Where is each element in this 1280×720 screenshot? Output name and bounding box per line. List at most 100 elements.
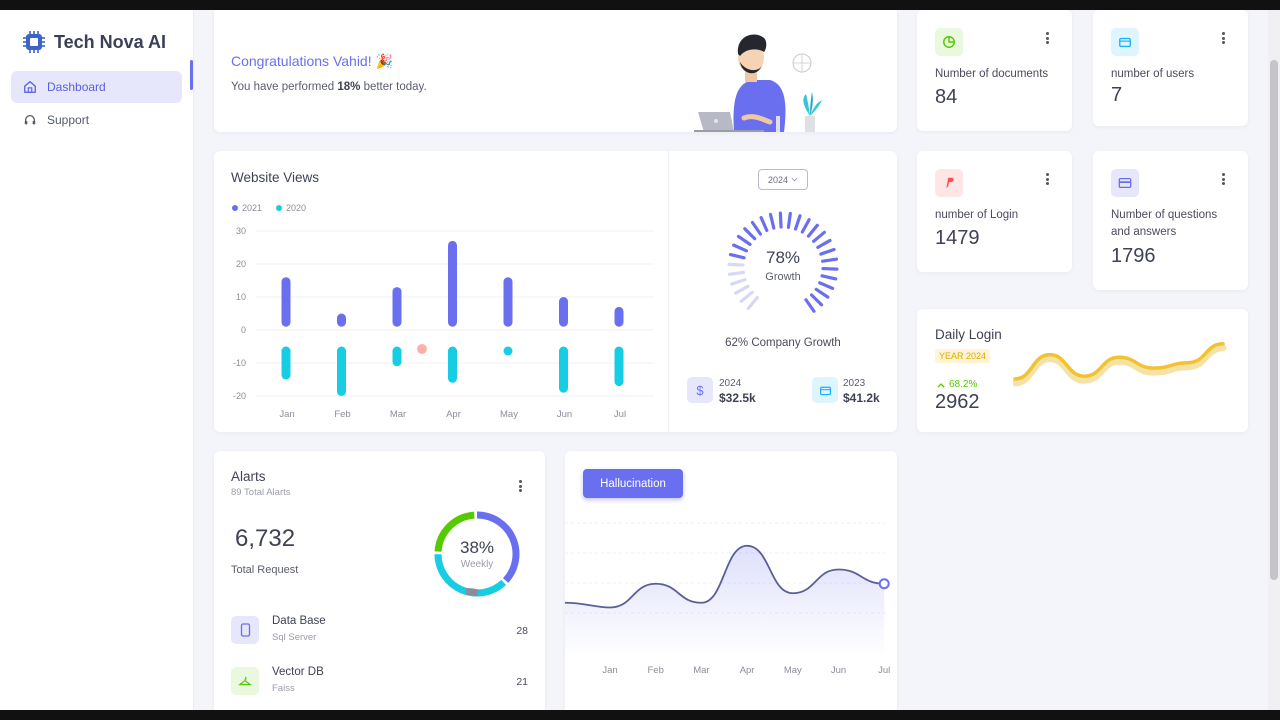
sidebar-item-label: Support bbox=[47, 113, 90, 127]
website-views-bar-chart: 30 20 10 0 -10 -20 Jan Feb Mar Apr May Jun Jul bbox=[233, 226, 654, 420]
sidebar-item-support[interactable]: Support bbox=[11, 104, 182, 136]
stat-value: 1479 bbox=[935, 227, 980, 249]
gauge-tick bbox=[759, 216, 769, 233]
gauge-tick bbox=[727, 262, 745, 267]
alert-item-count: 28 bbox=[516, 625, 528, 637]
stat-value: 84 bbox=[935, 86, 958, 108]
chevron-up-icon bbox=[937, 382, 945, 387]
x-tick-label: Jul bbox=[878, 665, 890, 676]
gauge-tick bbox=[821, 266, 839, 271]
more-options-icon[interactable] bbox=[1042, 171, 1052, 187]
sidebar-item-label: Dashboard bbox=[47, 80, 106, 94]
gauge-tick bbox=[816, 238, 832, 249]
donut-segment-gray bbox=[466, 587, 479, 597]
x-tick-label: Jan bbox=[602, 665, 617, 676]
scrollbar-thumb[interactable] bbox=[1270, 60, 1278, 580]
cursor-highlight bbox=[417, 344, 427, 354]
gauge-tick bbox=[786, 211, 792, 229]
bar-2021 bbox=[448, 240, 457, 327]
end-point-marker bbox=[878, 578, 890, 590]
gauge-tick bbox=[734, 284, 750, 295]
gauge-tick bbox=[800, 218, 811, 234]
bar-2020 bbox=[392, 346, 402, 367]
chart-legend: 2021 2020 bbox=[232, 203, 306, 213]
stat-card-users[interactable]: number of users 7 bbox=[1093, 10, 1248, 126]
app-name: Tech Nova AI bbox=[54, 31, 167, 52]
growth-label: Growth bbox=[765, 271, 801, 283]
year-select[interactable]: 2024 bbox=[758, 169, 808, 190]
stat-label: Number of questions and answers bbox=[1111, 209, 1218, 238]
alerts-subtitle: 89 Total Alarts bbox=[231, 487, 291, 498]
headset-icon bbox=[24, 114, 36, 125]
summary-value: $41.2k bbox=[843, 391, 880, 405]
legend-label: 2021 bbox=[242, 203, 263, 213]
active-nav-indicator bbox=[190, 60, 193, 90]
bar-2021 bbox=[337, 313, 346, 327]
sidebar-item-dashboard[interactable]: Dashboard bbox=[11, 71, 182, 103]
window-bottom-bar bbox=[0, 710, 1280, 720]
gauge-tick bbox=[793, 214, 802, 231]
bar-2020 bbox=[503, 346, 513, 356]
gauge-tick bbox=[814, 287, 830, 299]
x-tick-label: Mar bbox=[390, 409, 406, 420]
donut-percent: 38% bbox=[459, 538, 495, 557]
stat-value: 1796 bbox=[1111, 245, 1156, 267]
alert-item-name: Data Base bbox=[272, 615, 326, 627]
y-tick-label: 20 bbox=[236, 259, 246, 269]
stat-card-logins[interactable]: number of Login 1479 bbox=[917, 151, 1072, 272]
stat-card-documents[interactable]: Number of documents 84 bbox=[917, 10, 1072, 131]
website-views-title: Website Views bbox=[231, 170, 320, 185]
growth-percent: 78% bbox=[765, 248, 801, 267]
divider bbox=[668, 151, 669, 432]
bar-2020 bbox=[281, 346, 291, 380]
x-tick-label: May bbox=[784, 665, 802, 676]
legend-label: 2020 bbox=[286, 203, 307, 213]
line-shadow bbox=[1013, 344, 1227, 387]
more-options-icon[interactable] bbox=[1218, 171, 1228, 187]
alert-item-sub: Sql Server bbox=[272, 632, 317, 643]
gauge-tick bbox=[746, 296, 759, 310]
stat-value: 7 bbox=[1111, 84, 1123, 106]
bar-2020 bbox=[448, 346, 457, 383]
donut-label: Weekly bbox=[460, 559, 494, 570]
mobile-icon bbox=[231, 616, 259, 644]
welcome-text-bold: 18% bbox=[337, 81, 361, 93]
stat-card-questions[interactable]: Number of questions and answers 1796 bbox=[1093, 151, 1248, 290]
year-badge: YEAR 2024 bbox=[935, 349, 991, 363]
area-fill bbox=[565, 545, 885, 656]
line-series bbox=[1013, 342, 1225, 381]
alerts-title: Alarts bbox=[231, 469, 266, 484]
change-value: 68.2% bbox=[949, 379, 978, 390]
x-tick-label: Apr bbox=[446, 409, 461, 420]
bar-2020 bbox=[614, 346, 624, 387]
gauge-tick bbox=[739, 290, 754, 303]
more-options-icon[interactable] bbox=[1218, 30, 1228, 46]
hallucination-button[interactable]: Hallucination bbox=[583, 469, 683, 498]
x-tick-label: Jun bbox=[831, 665, 846, 676]
daily-login-line-chart bbox=[1013, 342, 1227, 387]
x-tick-label: Jun bbox=[557, 409, 572, 420]
website-views-card: Website Views 2021 2020 30 20 10 0 -10 -20 Jan… bbox=[214, 151, 897, 432]
alerts-total: 6,732 bbox=[235, 525, 296, 552]
donut-segment bbox=[434, 554, 507, 597]
credit-card-icon bbox=[1111, 169, 1139, 197]
more-options-icon[interactable] bbox=[1042, 30, 1052, 46]
welcome-text-suffix: better today. bbox=[360, 81, 427, 93]
gauge-tick bbox=[820, 257, 839, 263]
bar-2021 bbox=[281, 277, 291, 327]
hallucination-card: Hallucination Jan Feb Mar Apr May Jun Jul bbox=[565, 451, 897, 710]
stat-label: Number of documents bbox=[935, 68, 1049, 80]
person-laptop-illustration bbox=[694, 34, 822, 132]
stat-label: number of users bbox=[1111, 68, 1195, 80]
weekly-donut-chart bbox=[434, 511, 520, 597]
x-tick-label: Feb bbox=[334, 409, 350, 420]
gauge-tick bbox=[736, 234, 752, 246]
wallet-icon bbox=[812, 377, 838, 403]
welcome-title: Congratulations Vahid! 🎉 bbox=[231, 53, 393, 69]
brand[interactable]: Tech Nova AI bbox=[22, 30, 166, 54]
bar-2021 bbox=[503, 277, 513, 327]
gauge-tick bbox=[812, 230, 826, 243]
gauge-tick bbox=[820, 274, 838, 281]
more-options-icon[interactable] bbox=[515, 478, 525, 494]
welcome-text-prefix: You have performed bbox=[231, 81, 338, 93]
